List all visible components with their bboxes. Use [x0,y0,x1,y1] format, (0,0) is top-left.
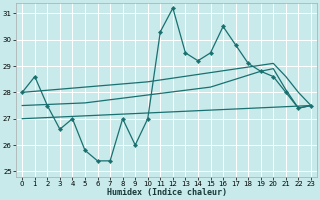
X-axis label: Humidex (Indice chaleur): Humidex (Indice chaleur) [107,188,227,197]
